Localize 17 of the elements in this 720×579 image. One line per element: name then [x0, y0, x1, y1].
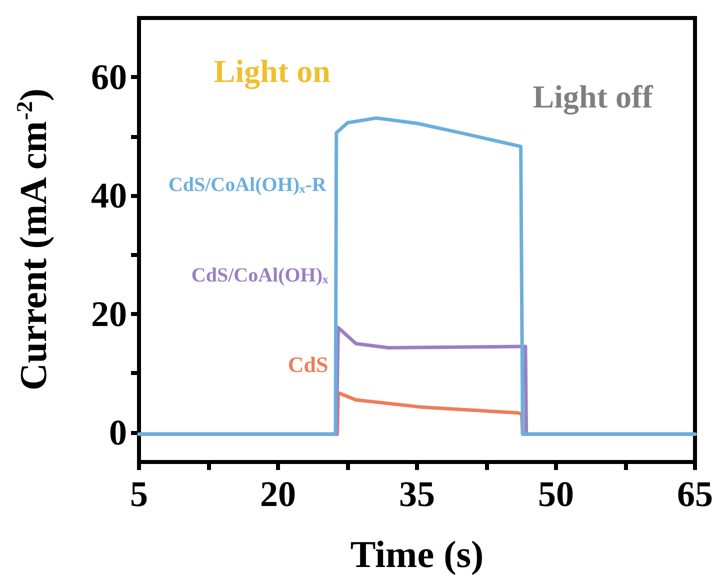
annotation: Light off	[532, 78, 654, 116]
y-tick-label: 60	[91, 57, 127, 98]
x-tick-label: 5	[130, 474, 148, 514]
line-series	[137, 116, 697, 436]
annotation: Light on	[214, 52, 331, 90]
y-tick-label: 20	[91, 294, 127, 334]
series-label: CdS/CoAl(OH)ₓ-R	[168, 174, 327, 196]
text: CdS/CoAl(OH)ₓ	[191, 264, 328, 287]
x-tick-label: 65	[677, 474, 713, 514]
x-tick-label: 50	[538, 474, 574, 514]
x-axis-title: Time (s)	[350, 534, 484, 576]
y-axis-title: Current (mA cm-2)	[12, 88, 55, 391]
y-tick-label: 0	[109, 412, 127, 452]
y-tick-label: 40	[91, 176, 127, 216]
series-label: CdS	[288, 352, 328, 378]
x-tick-label: 35	[399, 474, 435, 514]
x-tick-label: 20	[260, 474, 296, 514]
